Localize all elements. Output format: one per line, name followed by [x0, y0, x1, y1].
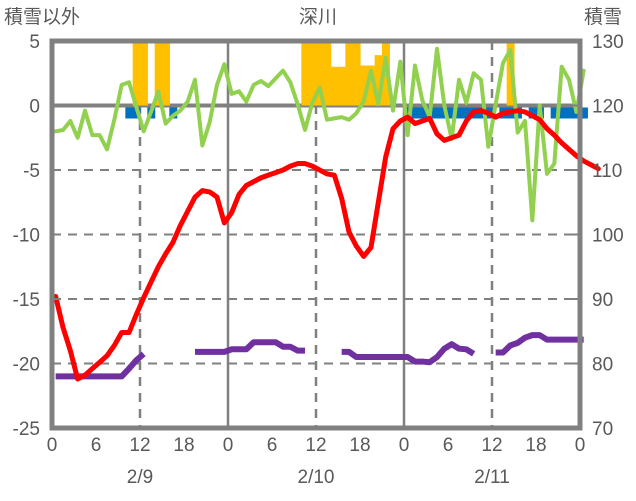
y-tick-label-left: -25	[13, 419, 40, 440]
y-tick-label-left: 5	[29, 32, 40, 53]
blue-indicator-bar	[169, 107, 178, 119]
day-label: 2/9	[127, 467, 153, 488]
x-tick-label: 0	[223, 435, 234, 456]
wind-line	[53, 46, 586, 223]
x-tick-label: 12	[129, 435, 150, 456]
precipitation-bar	[308, 41, 317, 106]
precipitation-bar	[301, 41, 310, 106]
blue-indicator-bar	[448, 107, 456, 119]
y-tick-label-left: 0	[29, 97, 40, 118]
day-label: 2/11	[474, 467, 510, 488]
blue-indicator-bar	[580, 107, 588, 119]
x-tick-label: 18	[349, 435, 370, 456]
y-tick-label-left: -10	[13, 226, 40, 247]
y-tick-label-right: 110	[592, 161, 622, 182]
precipitation-bar	[323, 41, 332, 106]
y-tick-label-left: -5	[23, 161, 40, 182]
blue-indicator-bar	[558, 107, 566, 119]
blue-indicator-bar	[418, 107, 427, 119]
x-tick-label: 0	[399, 435, 410, 456]
y-tick-label-left: -20	[13, 355, 40, 376]
blue-indicator-bar	[433, 107, 442, 119]
y-tick-label-left: -15	[13, 290, 40, 311]
x-tick-label: 6	[443, 435, 454, 456]
blue-indicator-bar	[455, 107, 464, 119]
precipitation-bar	[330, 66, 339, 106]
precipitation-bar	[140, 41, 148, 106]
y-tick-label-right: 120	[592, 97, 624, 118]
blue-indicator-bar	[550, 107, 559, 119]
blue-indicator-bar	[528, 107, 537, 119]
x-tick-label: 12	[305, 435, 326, 456]
x-tick-label: 0	[575, 435, 586, 456]
precipitation-bar	[316, 41, 324, 106]
precipitation-bar	[154, 41, 163, 106]
right-axis-title: 積雪	[584, 7, 623, 28]
precipitation-bar	[338, 66, 346, 106]
y-tick-label-right: 100	[592, 226, 624, 247]
blue-indicator-bar	[565, 107, 574, 119]
y-tick-label-right: 70	[592, 419, 613, 440]
chart-title: 深川	[298, 7, 337, 28]
snow-depth-line	[55, 332, 584, 380]
y-tick-label-right: 130	[592, 32, 624, 53]
x-tick-label: 18	[173, 435, 194, 456]
y-tick-label-right: 90	[592, 290, 613, 311]
temperature-line	[53, 108, 601, 382]
blue-indicator-bar	[125, 107, 134, 119]
precipitation-bar	[345, 41, 354, 106]
x-tick-label: 12	[481, 435, 502, 456]
blue-indicator-bar	[411, 107, 420, 119]
precipitation-bar	[352, 41, 361, 106]
precipitation-bar	[162, 41, 170, 106]
blue-indicator-bar	[462, 107, 471, 119]
left-axis-title: 積雪以外	[4, 7, 81, 28]
day-label: 2/10	[298, 467, 335, 488]
precipitation-bar	[360, 65, 368, 106]
x-tick-label: 6	[91, 435, 102, 456]
blue-indicator-bar	[404, 107, 412, 119]
precipitation-bar	[374, 55, 383, 106]
precipitation-bar	[367, 65, 376, 106]
precipitation-bar	[132, 41, 141, 106]
x-tick-label: 18	[525, 435, 546, 456]
x-tick-label: 6	[267, 435, 278, 456]
x-tick-label: 0	[47, 435, 58, 456]
y-tick-label-right: 80	[592, 355, 613, 376]
